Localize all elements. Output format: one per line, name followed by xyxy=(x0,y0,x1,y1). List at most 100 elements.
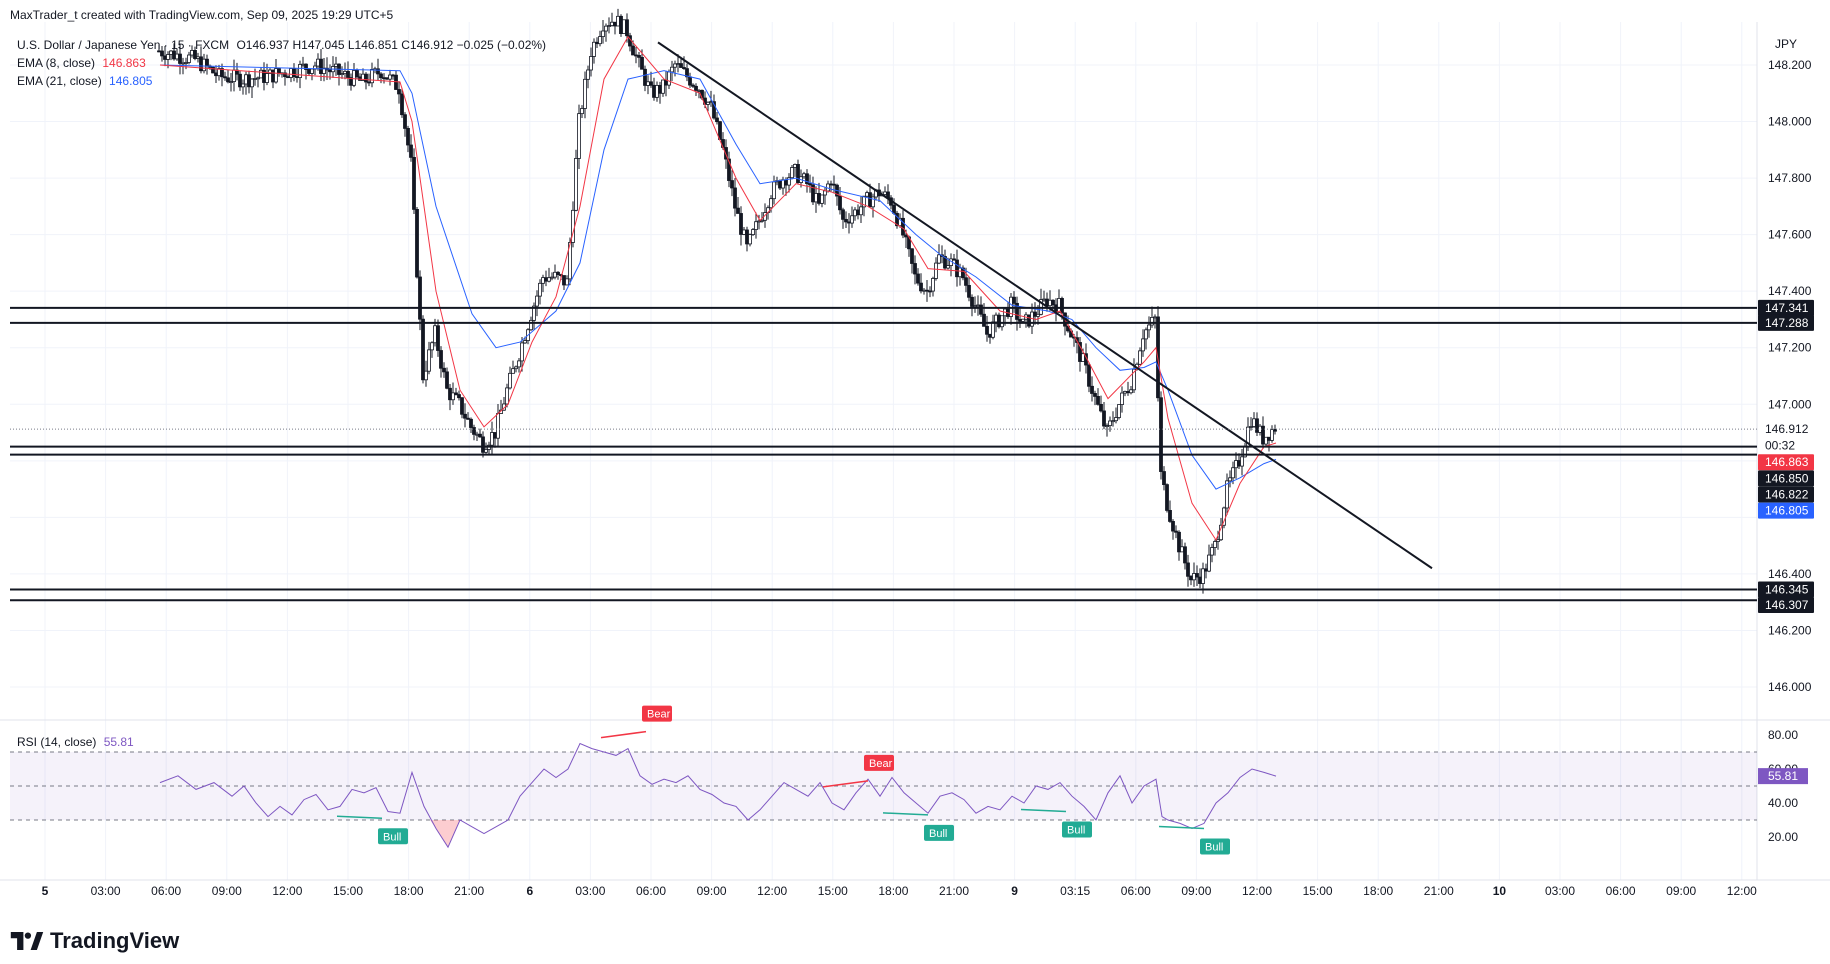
candle-body xyxy=(670,66,674,73)
candle-body xyxy=(610,21,614,26)
candle-body xyxy=(787,177,791,186)
candle-body xyxy=(1021,318,1025,322)
candle-body xyxy=(1099,403,1103,412)
candle xyxy=(160,46,164,62)
candle-body xyxy=(967,284,971,298)
candle-body xyxy=(883,191,887,195)
candle-body xyxy=(1087,364,1091,387)
candle-body xyxy=(241,83,245,88)
candle-body xyxy=(988,333,992,338)
candle-body xyxy=(496,413,500,439)
candle-body xyxy=(637,55,641,58)
candle-body xyxy=(1210,547,1214,556)
candle-body xyxy=(556,271,560,275)
candle xyxy=(478,428,482,438)
candle xyxy=(1210,543,1214,563)
candle-body xyxy=(580,108,584,115)
candle-body xyxy=(853,209,857,217)
candle-body xyxy=(850,215,854,224)
candle-body xyxy=(1141,338,1145,352)
divergence-line xyxy=(882,812,929,816)
candle-body xyxy=(847,221,851,224)
candle xyxy=(457,390,461,401)
rsi-current-label-bg xyxy=(1758,768,1808,785)
candle xyxy=(418,270,422,331)
rsi-legend[interactable]: RSI (14, close) 55.81 xyxy=(17,735,134,749)
candle-body xyxy=(400,93,404,116)
candle xyxy=(1102,401,1106,430)
candle-body xyxy=(730,180,734,189)
candle-body xyxy=(340,73,344,76)
rsi-tick-label: 80.00 xyxy=(1768,728,1798,742)
candle xyxy=(604,23,608,42)
candle xyxy=(919,273,923,294)
candle-body xyxy=(574,158,578,211)
candle-body xyxy=(451,392,455,401)
candle-body xyxy=(994,314,998,323)
rsi-current-label-text: 55.81 xyxy=(1768,769,1798,783)
candle-body xyxy=(319,58,323,74)
candle-body xyxy=(406,128,410,146)
candle-body xyxy=(685,68,689,78)
price-axis-label-bg xyxy=(1758,314,1814,331)
time-tick-label: 18:00 xyxy=(1363,884,1393,898)
candle xyxy=(622,19,626,34)
candle-body xyxy=(745,229,749,245)
candle xyxy=(463,403,467,428)
candle xyxy=(613,21,617,35)
candle xyxy=(424,360,428,387)
candle-body xyxy=(355,70,359,78)
candle-body xyxy=(934,262,938,279)
price-axis-label-text: 146.805 xyxy=(1765,504,1809,518)
candle xyxy=(298,60,302,89)
time-tick-label: 06:00 xyxy=(151,884,181,898)
candle-body xyxy=(457,394,461,399)
time-tick-label: 09:00 xyxy=(1181,884,1211,898)
candle-body xyxy=(658,85,662,94)
candle xyxy=(394,70,398,90)
candle xyxy=(664,70,668,97)
candle-body xyxy=(274,68,278,83)
candle-body xyxy=(403,114,407,129)
candle-body xyxy=(754,221,758,230)
candle xyxy=(1126,381,1130,396)
candle-body xyxy=(388,74,392,80)
candle-body xyxy=(1231,467,1235,479)
candle-body xyxy=(625,19,629,37)
candle-body xyxy=(304,63,308,70)
candle-body xyxy=(1045,298,1049,307)
candle-body xyxy=(460,397,464,415)
tradingview-logo[interactable]: TradingView xyxy=(10,928,179,954)
candle xyxy=(481,431,485,458)
candle-body xyxy=(583,78,587,109)
candle xyxy=(730,170,734,197)
ema8-row[interactable]: EMA (8, close) 146.863 xyxy=(17,54,546,72)
candle-body xyxy=(838,195,842,211)
candle xyxy=(1171,519,1175,540)
candle xyxy=(1042,290,1046,303)
chart-legend: U.S. Dollar / Japanese Yen · 15 · FXCM O… xyxy=(17,36,546,90)
candle xyxy=(706,101,710,112)
candle xyxy=(250,78,254,98)
candle-body xyxy=(1267,436,1271,441)
ema21-label: EMA (21, close) xyxy=(17,74,102,88)
candle xyxy=(916,268,920,286)
candle-body xyxy=(541,277,545,284)
ema8-label: EMA (8, close) xyxy=(17,56,96,70)
candle-body xyxy=(532,305,536,321)
price-axis-label-bg xyxy=(1758,299,1814,316)
symbol-row[interactable]: U.S. Dollar / Japanese Yen · 15 · FXCM O… xyxy=(17,36,546,54)
candle xyxy=(1114,407,1118,424)
candle xyxy=(643,65,647,92)
candle xyxy=(397,81,401,104)
candle-body xyxy=(472,427,476,435)
ema21-row[interactable]: EMA (21, close) 146.805 xyxy=(17,72,546,90)
candle-body xyxy=(1195,573,1199,578)
candle-body xyxy=(559,274,563,276)
price-axis-label-text: 146.345 xyxy=(1765,582,1809,596)
ohlc-values: O146.937 H147.045 L146.851 C146.912 −0.0… xyxy=(236,38,547,52)
candle-body xyxy=(562,275,566,286)
candle xyxy=(532,302,536,330)
candle xyxy=(1186,554,1190,587)
